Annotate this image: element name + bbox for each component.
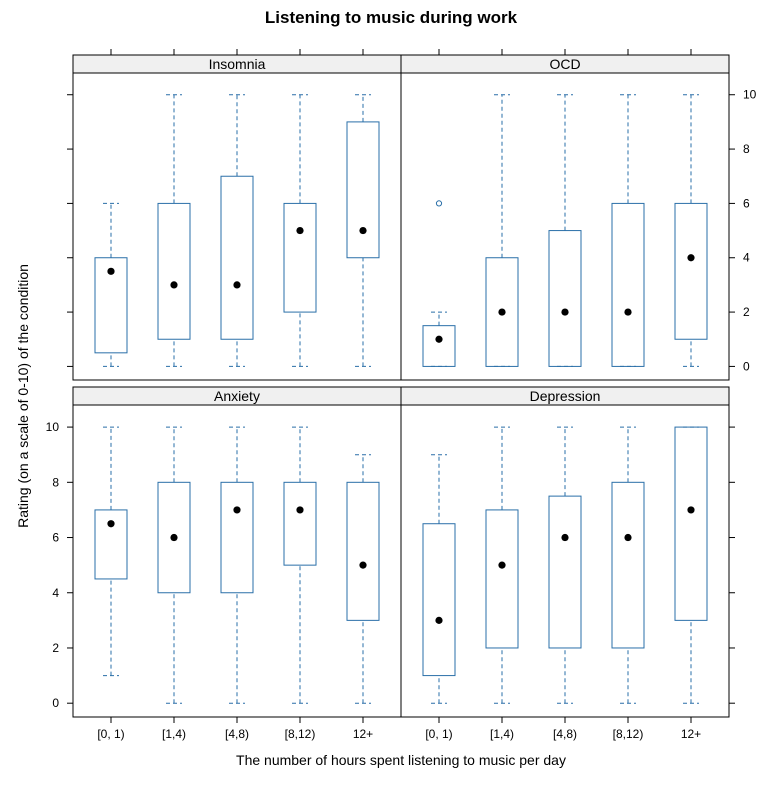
x-tick-label: [8,12): [285, 727, 316, 741]
box-ocd-3: [612, 95, 644, 367]
y-axis-label: Rating (on a scale of 0-10) of the condi…: [15, 264, 31, 528]
box-depression-1: [486, 427, 518, 703]
median-dot: [687, 254, 694, 261]
x-tick-label: 12+: [681, 727, 701, 741]
box-iqr: [549, 496, 581, 648]
box-anxiety-4: [347, 455, 379, 703]
panel-insomnia: Insomnia: [73, 55, 401, 380]
median-dot: [233, 506, 240, 513]
y-tick-label-right: 8: [743, 142, 750, 156]
box-ocd-2: [549, 95, 581, 367]
box-insomnia-3: [284, 95, 316, 367]
box-iqr: [221, 176, 253, 339]
median-dot: [296, 506, 303, 513]
outlier-point: [436, 201, 441, 206]
panels-layer: Insomnia OCD Anxiety Depression: [73, 55, 729, 717]
x-tick-label: [0, 1): [425, 727, 452, 741]
box-iqr: [284, 482, 316, 565]
box-iqr: [221, 482, 253, 592]
box-anxiety-0: [95, 427, 127, 675]
median-dot: [687, 506, 694, 513]
y-tick-label-left: 2: [52, 641, 59, 655]
box-depression-3: [612, 427, 644, 703]
median-dot: [107, 520, 114, 527]
y-tick-label-left: 8: [52, 475, 59, 489]
y-tick-label-right: 2: [743, 305, 750, 319]
panel-strip-label: Depression: [530, 388, 601, 404]
box-iqr: [158, 203, 190, 339]
box-ocd-0: [423, 201, 455, 367]
x-tick-label: [8,12): [613, 727, 644, 741]
y-tick-label-right: 0: [743, 359, 750, 373]
box-iqr: [612, 482, 644, 648]
box-ocd-1: [486, 95, 518, 367]
box-iqr: [423, 524, 455, 676]
panel-anxiety: Anxiety: [73, 387, 401, 717]
box-insomnia-2: [221, 95, 253, 367]
box-iqr: [347, 482, 379, 620]
panel-strip-label: Insomnia: [209, 56, 266, 72]
y-tick-label-left: 10: [46, 420, 60, 434]
x-tick-label: 12+: [353, 727, 373, 741]
box-anxiety-2: [221, 427, 253, 703]
box-anxiety-1: [158, 427, 190, 703]
median-dot: [561, 534, 568, 541]
box-insomnia-4: [347, 95, 379, 367]
y-tick-label-right: 10: [743, 88, 757, 102]
box-iqr: [423, 326, 455, 367]
x-tick-label: [4,8): [225, 727, 249, 741]
box-depression-2: [549, 427, 581, 703]
panel-strip-label: Anxiety: [214, 388, 260, 404]
box-insomnia-0: [95, 203, 127, 366]
median-dot: [498, 562, 505, 569]
panel-strip-label: OCD: [549, 56, 580, 72]
box-iqr: [612, 203, 644, 366]
median-dot: [498, 308, 505, 315]
box-iqr: [675, 427, 707, 620]
x-axis-label: The number of hours spent listening to m…: [236, 752, 566, 768]
median-dot: [561, 308, 568, 315]
median-dot: [435, 336, 442, 343]
median-dot: [435, 617, 442, 624]
median-dot: [170, 534, 177, 541]
x-tick-label: [0, 1): [97, 727, 124, 741]
x-tick-label: [4,8): [553, 727, 577, 741]
x-tick-label: [1,4): [162, 727, 186, 741]
chart-title: Listening to music during work: [265, 8, 518, 27]
y-tick-label-left: 0: [52, 696, 59, 710]
box-insomnia-1: [158, 95, 190, 367]
x-tick-label: [1,4): [490, 727, 514, 741]
median-dot: [107, 268, 114, 275]
y-tick-label-left: 4: [52, 586, 59, 600]
y-tick-label-right: 6: [743, 196, 750, 210]
box-iqr: [549, 231, 581, 367]
box-ocd-4: [675, 95, 707, 367]
y-tick-label-left: 6: [52, 531, 59, 545]
median-dot: [233, 281, 240, 288]
box-iqr: [284, 203, 316, 312]
y-tick-label-right: 4: [743, 251, 750, 265]
median-dot: [624, 308, 631, 315]
median-dot: [359, 227, 366, 234]
panel-depression: Depression: [401, 387, 729, 717]
median-dot: [624, 534, 631, 541]
box-iqr: [486, 510, 518, 648]
median-dot: [296, 227, 303, 234]
box-depression-0: [423, 455, 455, 703]
box-anxiety-3: [284, 427, 316, 703]
box-iqr: [675, 203, 707, 339]
panel-ocd: OCD: [401, 55, 729, 380]
median-dot: [170, 281, 177, 288]
median-dot: [359, 562, 366, 569]
box-iqr: [347, 122, 379, 258]
box-depression-4: [675, 427, 707, 703]
